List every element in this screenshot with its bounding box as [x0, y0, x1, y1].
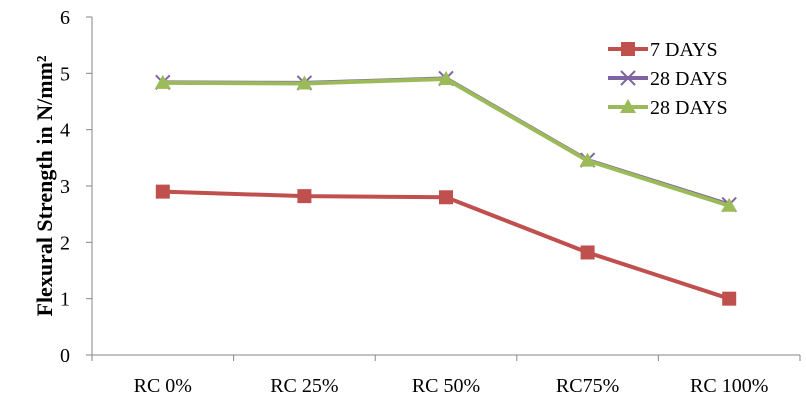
x-tick-label: RC75% — [556, 375, 619, 397]
y-tick-label: 3 — [60, 176, 70, 198]
data-point — [439, 190, 453, 205]
data-point — [296, 75, 313, 90]
y-tick-label: 5 — [60, 63, 70, 85]
data-point — [721, 197, 738, 212]
y-tick-label: 6 — [60, 7, 70, 29]
data-point — [579, 152, 596, 167]
data-point — [155, 184, 170, 199]
legend-marker — [620, 70, 636, 86]
x-tick-label: RC 100% — [690, 375, 768, 397]
data-point — [438, 70, 454, 85]
y-tick-label: 0 — [60, 345, 70, 367]
y-axis-label: Flexural Strength in N/mm² — [32, 55, 57, 316]
legend-item: 28 DAYS — [608, 68, 728, 90]
series-line — [162, 189, 730, 301]
data-point — [580, 245, 595, 260]
x-tick-label: RC 50% — [412, 375, 480, 397]
y-tick-label: 2 — [60, 232, 70, 254]
data-point — [722, 291, 737, 306]
legend-marker — [621, 42, 635, 56]
data-point — [154, 74, 171, 89]
data-point — [297, 189, 312, 204]
legend-label: 28 DAYS — [650, 68, 728, 90]
series-line — [162, 76, 730, 207]
y-ticks: 0 1 2 3 4 5 6 — [60, 7, 92, 367]
legend-item: 7 DAYS — [608, 39, 718, 61]
legend-item: 28 DAYS — [608, 97, 728, 119]
y-tick-label: 4 — [60, 120, 70, 142]
x-tick-label: RC 0% — [134, 375, 192, 397]
legend-label: 7 DAYS — [650, 39, 718, 61]
x-ticks: RC 0% RC 25% RC 50% RC75% RC 100% — [91, 355, 801, 397]
y-tick-label: 1 — [60, 289, 70, 311]
series-1 — [155, 184, 737, 306]
legend-marker — [620, 99, 636, 113]
legend-label: 28 DAYS — [650, 97, 728, 119]
x-tick-label: RC 25% — [270, 375, 338, 397]
legend: 7 DAYS 28 DAYS 28 DAYS — [608, 39, 728, 119]
series-group — [154, 70, 738, 306]
series-3 — [154, 70, 738, 212]
series-line — [162, 76, 730, 208]
